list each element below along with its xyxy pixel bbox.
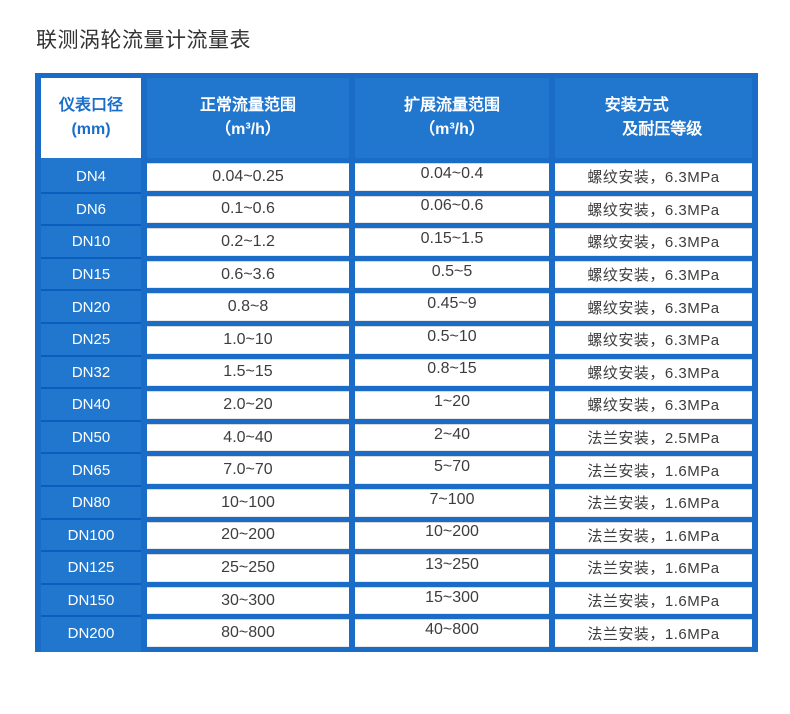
extended-flow-range-value: 0.8~15 [427, 360, 477, 378]
extended-flow-range-cell: 40~800 [355, 619, 549, 647]
normal-flow-range-cell: 10~100 [147, 488, 349, 517]
normal-flow-range-cell: 0.1~0.6 [147, 195, 349, 224]
extended-flow-range-value: 2~40 [433, 425, 471, 443]
flow-rate-table: 仪表口径 (mm) 正常流量范围 （m³/h） 扩展流量范围 （m³/h） 安装… [35, 73, 758, 652]
pipe-diameter-cell: DN125 [41, 549, 141, 587]
pipe-diameter-cell: DN50 [41, 418, 141, 456]
header-extended-flow-line1: 扩展流量范围 [403, 97, 500, 114]
installation-cell: 法兰安装，2.5MPa [555, 423, 752, 452]
header-pipe-diameter-line1: 仪表口径 [58, 97, 123, 114]
pipe-diameter-cell: DN25 [41, 321, 141, 359]
extended-flow-range-value: 0.5~5 [431, 262, 473, 280]
extended-flow-range-value: 0.5~10 [427, 327, 477, 345]
pipe-diameter-cell: DN4 [41, 158, 141, 196]
pipe-diameter-cell: DN15 [41, 255, 141, 293]
normal-flow-range-cell: 1.5~15 [147, 358, 349, 387]
header-pipe-diameter-line2: (mm) [71, 121, 111, 138]
pipe-diameter-cell: DN40 [41, 386, 141, 424]
extended-flow-range-value: 10~200 [425, 523, 479, 541]
header-extended-flow-range: 扩展流量范围 （m³/h） [355, 78, 549, 158]
extended-flow-range-value: 1~20 [433, 392, 471, 410]
extended-flow-range-value: 0.45~9 [427, 295, 477, 313]
normal-flow-range-cell: 80~800 [147, 619, 349, 647]
pipe-diameter-cell: DN10 [41, 223, 141, 261]
installation-cell: 螺纹安装，6.3MPa [555, 260, 752, 289]
extended-flow-range-cell: 0.15~1.5 [355, 228, 549, 256]
extended-flow-range-cell: 0.06~0.6 [355, 195, 549, 224]
header-extended-flow-line2: （m³/h） [419, 121, 485, 138]
installation-cell: 法兰安装，1.6MPa [555, 554, 752, 582]
pipe-diameter-cell: DN80 [41, 484, 141, 522]
normal-flow-range-cell: 0.8~8 [147, 293, 349, 321]
normal-flow-range-cell: 20~200 [147, 521, 349, 550]
header-normal-flow-line1: 正常流量范围 [199, 97, 296, 114]
pipe-diameter-cell: DN6 [41, 190, 141, 228]
normal-flow-range-cell: 4.0~40 [147, 423, 349, 452]
installation-cell: 法兰安装，1.6MPa [555, 586, 752, 615]
normal-flow-range-cell: 25~250 [147, 554, 349, 582]
extended-flow-range-cell: 0.04~0.4 [355, 163, 549, 191]
extended-flow-range-value: 7~100 [429, 490, 475, 508]
installation-cell: 螺纹安装，6.3MPa [555, 293, 752, 321]
extended-flow-range-value: 0.04~0.4 [420, 164, 484, 182]
installation-cell: 法兰安装，1.6MPa [555, 488, 752, 517]
extended-flow-range-cell: 1~20 [355, 391, 549, 419]
extended-flow-range-value: 15~300 [425, 588, 479, 606]
extended-flow-range-value: 0.15~1.5 [420, 229, 484, 247]
installation-cell: 法兰安装，1.6MPa [555, 521, 752, 550]
extended-flow-range-cell: 0.45~9 [355, 293, 549, 321]
header-installation-line1: 安装方式 [604, 97, 669, 114]
normal-flow-range-cell: 1.0~10 [147, 325, 349, 354]
header-pipe-diameter: 仪表口径 (mm) [41, 78, 141, 158]
installation-cell: 螺纹安装，6.3MPa [555, 195, 752, 224]
extended-flow-range-value: 0.06~0.6 [420, 197, 484, 215]
pipe-diameter-cell: DN65 [41, 451, 141, 489]
pipe-diameter-cell: DN100 [41, 516, 141, 554]
normal-flow-range-cell: 0.6~3.6 [147, 260, 349, 289]
extended-flow-range-value: 40~800 [425, 621, 479, 639]
header-installation-block: 安装方式 及耐压等级 [605, 94, 703, 142]
normal-flow-range-cell: 0.2~1.2 [147, 228, 349, 256]
pipe-diameter-cell: DN200 [41, 614, 141, 652]
extended-flow-range-cell: 0.5~10 [355, 325, 549, 354]
extended-flow-range-cell: 5~70 [355, 456, 549, 484]
installation-cell: 螺纹安装，6.3MPa [555, 325, 752, 354]
extended-flow-range-cell: 15~300 [355, 586, 549, 615]
extended-flow-range-cell: 7~100 [355, 488, 549, 517]
page-title: 联测涡轮流量计流量表 [36, 29, 251, 52]
header-installation-line2: 及耐压等级 [622, 121, 703, 138]
pipe-diameter-cell: DN150 [41, 581, 141, 619]
extended-flow-range-cell: 0.8~15 [355, 358, 549, 387]
extended-flow-range-value: 13~250 [425, 555, 479, 573]
installation-cell: 法兰安装，1.6MPa [555, 456, 752, 484]
header-normal-flow-line2: （m³/h） [215, 121, 281, 138]
normal-flow-range-cell: 0.04~0.25 [147, 163, 349, 191]
installation-cell: 螺纹安装，6.3MPa [555, 163, 752, 191]
installation-cell: 螺纹安装，6.3MPa [555, 391, 752, 419]
installation-cell: 螺纹安装，6.3MPa [555, 228, 752, 256]
pipe-diameter-cell: DN20 [41, 288, 141, 326]
extended-flow-range-value: 5~70 [433, 458, 471, 476]
installation-cell: 法兰安装，1.6MPa [555, 619, 752, 647]
normal-flow-range-cell: 30~300 [147, 586, 349, 615]
extended-flow-range-cell: 10~200 [355, 521, 549, 550]
normal-flow-range-cell: 2.0~20 [147, 391, 349, 419]
header-installation: 安装方式 及耐压等级 [555, 78, 752, 158]
installation-cell: 螺纹安装，6.3MPa [555, 358, 752, 387]
extended-flow-range-cell: 0.5~5 [355, 260, 549, 289]
normal-flow-range-cell: 7.0~70 [147, 456, 349, 484]
extended-flow-range-cell: 13~250 [355, 554, 549, 582]
header-normal-flow-range: 正常流量范围 （m³/h） [147, 78, 349, 158]
pipe-diameter-cell: DN32 [41, 353, 141, 391]
extended-flow-range-cell: 2~40 [355, 423, 549, 452]
